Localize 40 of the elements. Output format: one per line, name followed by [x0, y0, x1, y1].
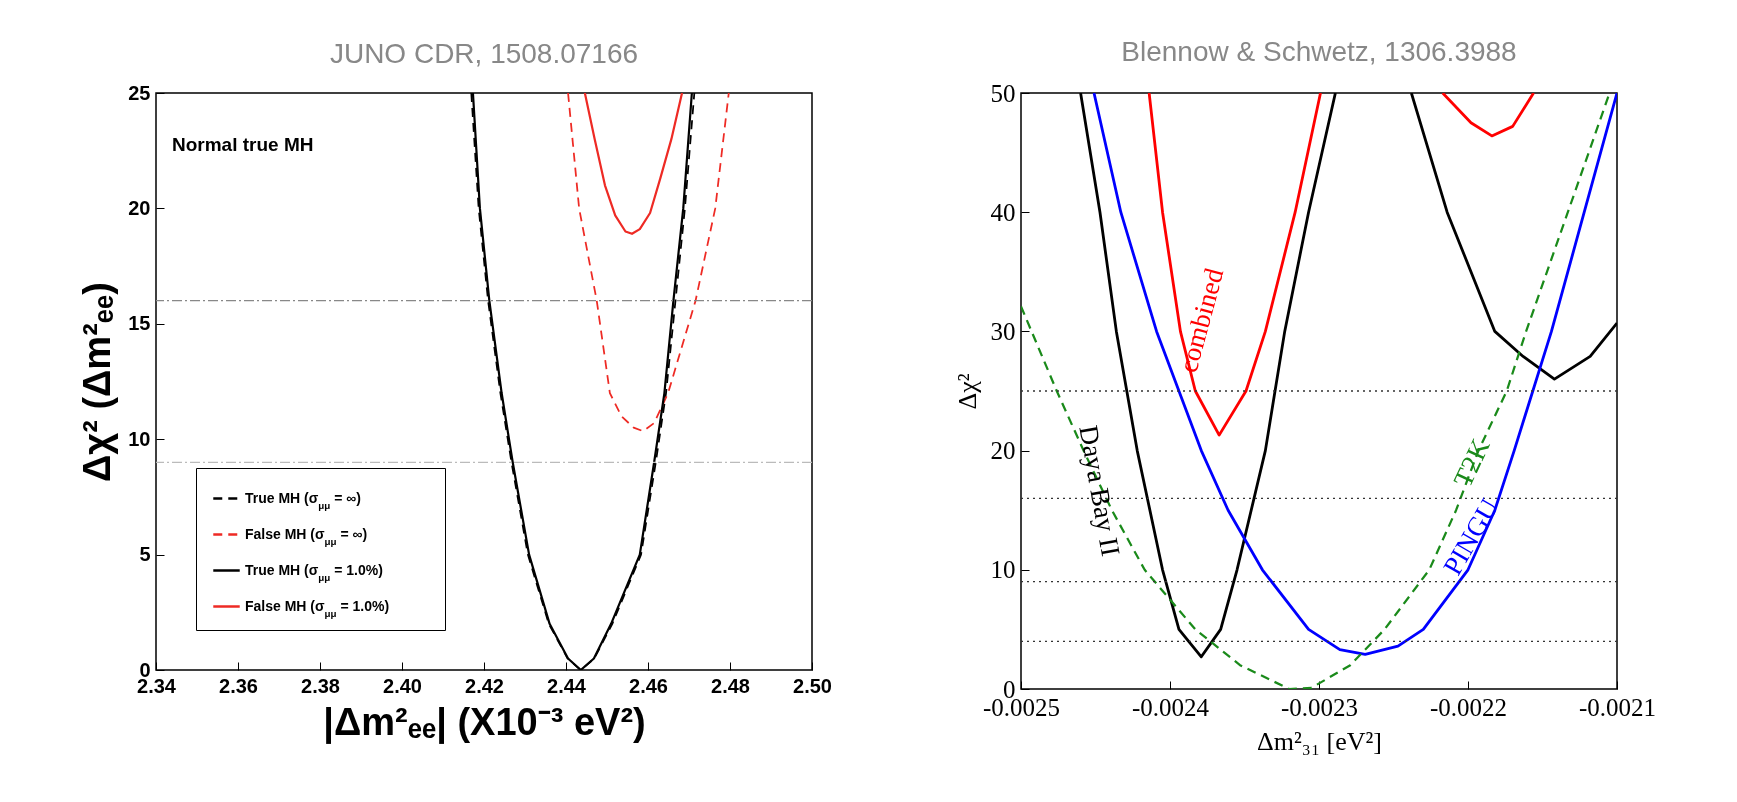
y-tick-label: 10 — [990, 556, 1016, 584]
line-series — [1147, 93, 1322, 437]
y-tick-label: 5 — [139, 543, 151, 566]
chart-title: JUNO CDR, 1508.07166 — [329, 38, 639, 69]
x-tick-label: -0.0022 — [1429, 693, 1508, 721]
x-tick-label: -0.0023 — [1280, 693, 1359, 721]
x-tick-label: 2.48 — [711, 674, 750, 697]
y-tick-label: 20 — [128, 196, 151, 219]
x-tick-label: 2.46 — [629, 674, 668, 697]
line-series — [1441, 93, 1535, 138]
legend-label: True MH (σ$_{μμ}$ = ∞) — [245, 489, 361, 510]
x-tick-label: 2.38 — [301, 674, 340, 697]
x-axis-title: |Δm²ₑₑ| (X10⁻³ eV²) — [323, 700, 646, 744]
y-tick-label: 15 — [128, 312, 151, 335]
y-axis-title: Δχ² — [952, 373, 982, 410]
text: combined — [1172, 264, 1230, 376]
line-series — [583, 93, 684, 235]
y-tick-label: 10 — [128, 427, 151, 450]
y-tick-label: 30 — [990, 317, 1016, 345]
y-tick-label: 40 — [990, 198, 1016, 226]
legend-label: False MH (σ$_{μμ}$ = ∞) — [245, 525, 368, 546]
legend-label: False MH (σ$_{μμ}$ = 1.0%) — [245, 597, 390, 618]
y-tick-label: 50 — [990, 79, 1016, 107]
x-tick-label: 2.44 — [547, 674, 587, 697]
x-tick-label: 2.36 — [219, 674, 258, 697]
x-tick-label: -0.0024 — [1131, 693, 1210, 721]
line-series — [1021, 93, 1611, 689]
x-axis-title: Δm²₃₁ [eV²] — [1257, 726, 1382, 756]
y-axis-title: Δχ² (Δm²ₑₑ) — [76, 281, 119, 483]
line-series — [567, 93, 730, 432]
legend-label: True MH (σ$_{μμ}$ = 1.0%) — [245, 561, 383, 582]
annotation: Normal true MH — [172, 134, 314, 155]
x-tick-label: 2.50 — [793, 674, 832, 697]
x-tick-label: 2.40 — [383, 674, 422, 697]
y-tick-label: 25 — [128, 81, 151, 104]
x-tick-label: -0.0021 — [1578, 693, 1657, 721]
text: Daya Bay II — [1073, 423, 1126, 559]
y-tick-label: 20 — [990, 437, 1016, 465]
x-tick-label: 2.42 — [465, 674, 504, 697]
chart-title: Blennow & Schwetz, 1306.3988 — [1121, 36, 1517, 67]
